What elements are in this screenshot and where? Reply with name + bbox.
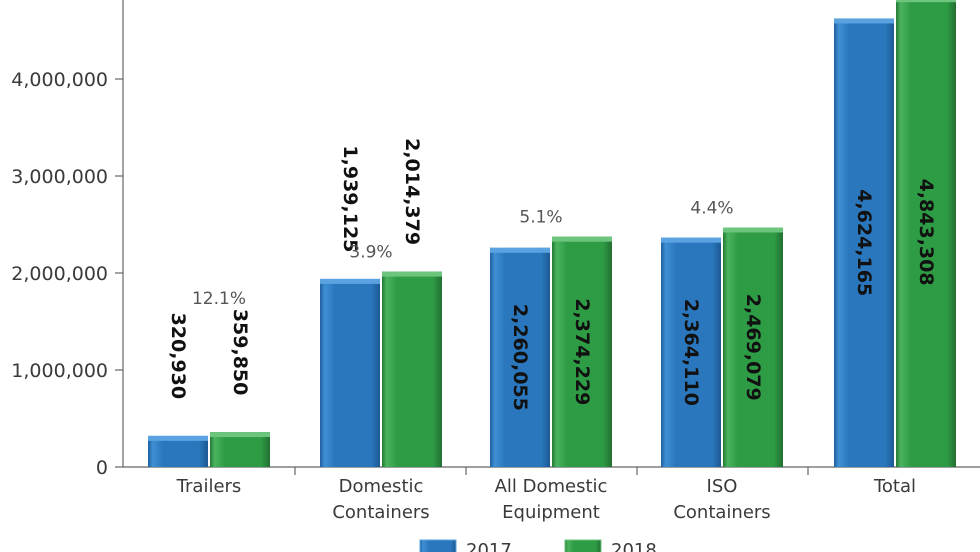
legend-label: 2017 [466,540,512,552]
bar-top-bevel [552,236,612,242]
value-label: 4,624,165 [853,189,875,296]
bar-top-bevel [661,237,721,243]
bar-2017 [834,18,894,468]
value-label: 1,939,125 [339,145,361,252]
growth-label: 3.9% [349,243,392,263]
bar-2018 [723,227,783,467]
bar-top-bevel [210,432,270,438]
bar-top-bevel [148,435,208,441]
category-label: Total [873,476,916,497]
growth-label: 4.4% [690,198,733,218]
bar-2018 [210,432,270,467]
growth-label: 5.1% [519,208,562,228]
bar-top-bevel [320,278,380,284]
y-tick-label: 0 [96,457,108,479]
bar-2017 [148,435,208,467]
bar-top-bevel [723,227,783,233]
value-label: 2,374,229 [571,298,593,405]
bar-top-bevel [834,18,894,24]
value-label: 4,843,308 [915,179,937,286]
legend: 2017 2018 [419,539,657,552]
y-tick-label: 1,000,000 [11,360,108,382]
category-label: Domestic Containers [332,476,429,523]
y-axis: 01,000,0002,000,0003,000,0004,000,0005,0… [11,0,124,479]
x-axis: Trailers Domestic Containers All Domestic Eq… [123,466,980,523]
y-tick-label: 2,000,000 [11,263,108,285]
value-label: 320,930 [167,313,189,400]
y-tick-label: 3,000,000 [11,166,108,188]
legend-swatch-2018 [564,539,602,552]
bar-2018 [552,236,612,467]
bar-2018 [896,0,956,467]
bar-2017 [320,278,380,467]
bar-top-bevel [896,0,956,3]
bar-2017 [490,247,550,467]
legend-label: 2018 [611,540,657,552]
growth-label: 12.1% [192,289,246,309]
value-label: 2,260,055 [509,304,531,411]
bar-2018 [382,271,442,467]
labels: 320,930 1,939,125 2,260,055 2,364,110 4,624,… [167,138,937,411]
value-label: 2,014,379 [401,138,423,245]
legend-swatch-2017 [419,539,457,552]
value-label: 2,364,110 [680,299,702,406]
value-label: 2,469,079 [742,294,764,401]
bar-2017 [661,237,721,467]
category-label: All Domestic Equipment [495,476,608,523]
y-tick-label: 4,000,000 [11,69,108,91]
bars [148,0,956,468]
value-label: 359,850 [229,309,251,396]
category-label: ISO Containers [673,476,770,523]
bar-top-bevel [382,271,442,277]
bar-top-bevel [490,247,550,253]
category-label: Trailers [176,476,242,497]
